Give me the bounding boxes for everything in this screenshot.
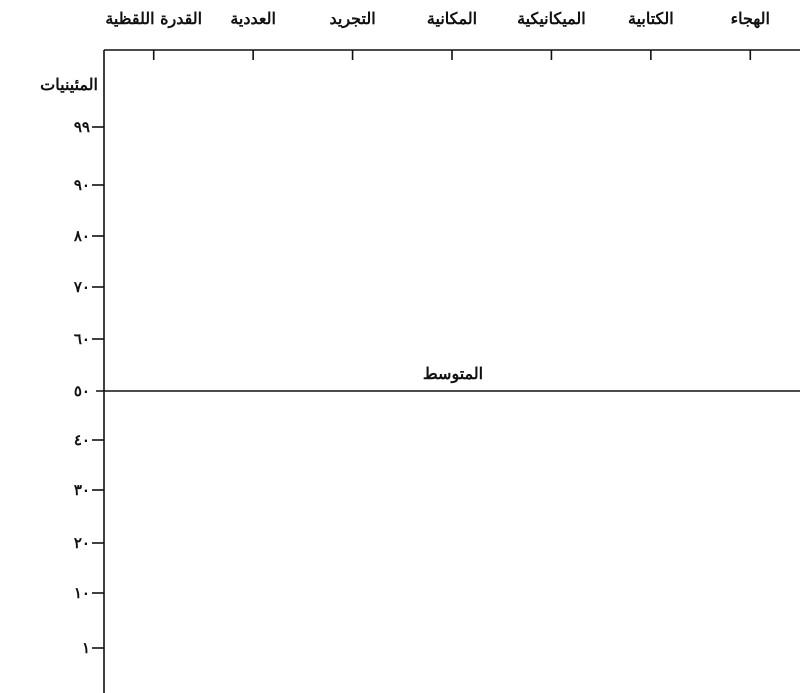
category-labels: الهجاء الكتابية الميكانيكية المكانية التجريد… bbox=[105, 9, 770, 60]
category-label: القدرة اللقظية bbox=[105, 9, 202, 29]
category-label: الهجاء bbox=[731, 9, 770, 29]
y-axis-title: المئينيات bbox=[40, 75, 98, 94]
y-tick-label: ٧٠ bbox=[73, 278, 90, 296]
y-tick-label: ٩٠ bbox=[74, 176, 90, 194]
y-tick-label: ٦٠ bbox=[74, 330, 90, 348]
y-tick-label: ٢٠ bbox=[74, 534, 90, 552]
y-tick-label: ١ bbox=[82, 639, 90, 657]
category-label: العددية bbox=[230, 9, 276, 28]
y-tick-label: ١٠ bbox=[74, 584, 90, 602]
y-tick-label: ٥٠ bbox=[74, 382, 90, 400]
category-label: الكتابية bbox=[628, 9, 674, 28]
mean-reference-label: المتوسط bbox=[423, 364, 483, 384]
y-tick-label: ٨٠ bbox=[73, 227, 90, 245]
y-ticks: ١ ١٠ ٢٠ ٣٠ ٤٠ ٥٠ ٦٠ ٧٠ ٨٠ ٩٠ ٩٩ bbox=[73, 118, 104, 657]
category-label: الميكانيكية bbox=[517, 9, 586, 28]
y-tick-label: ٤٠ bbox=[74, 431, 90, 449]
category-label: التجريد bbox=[329, 9, 375, 29]
y-tick-label: ٩٩ bbox=[74, 118, 90, 136]
y-tick-label: ٣٠ bbox=[74, 481, 90, 499]
category-label: المكانية bbox=[427, 9, 477, 28]
